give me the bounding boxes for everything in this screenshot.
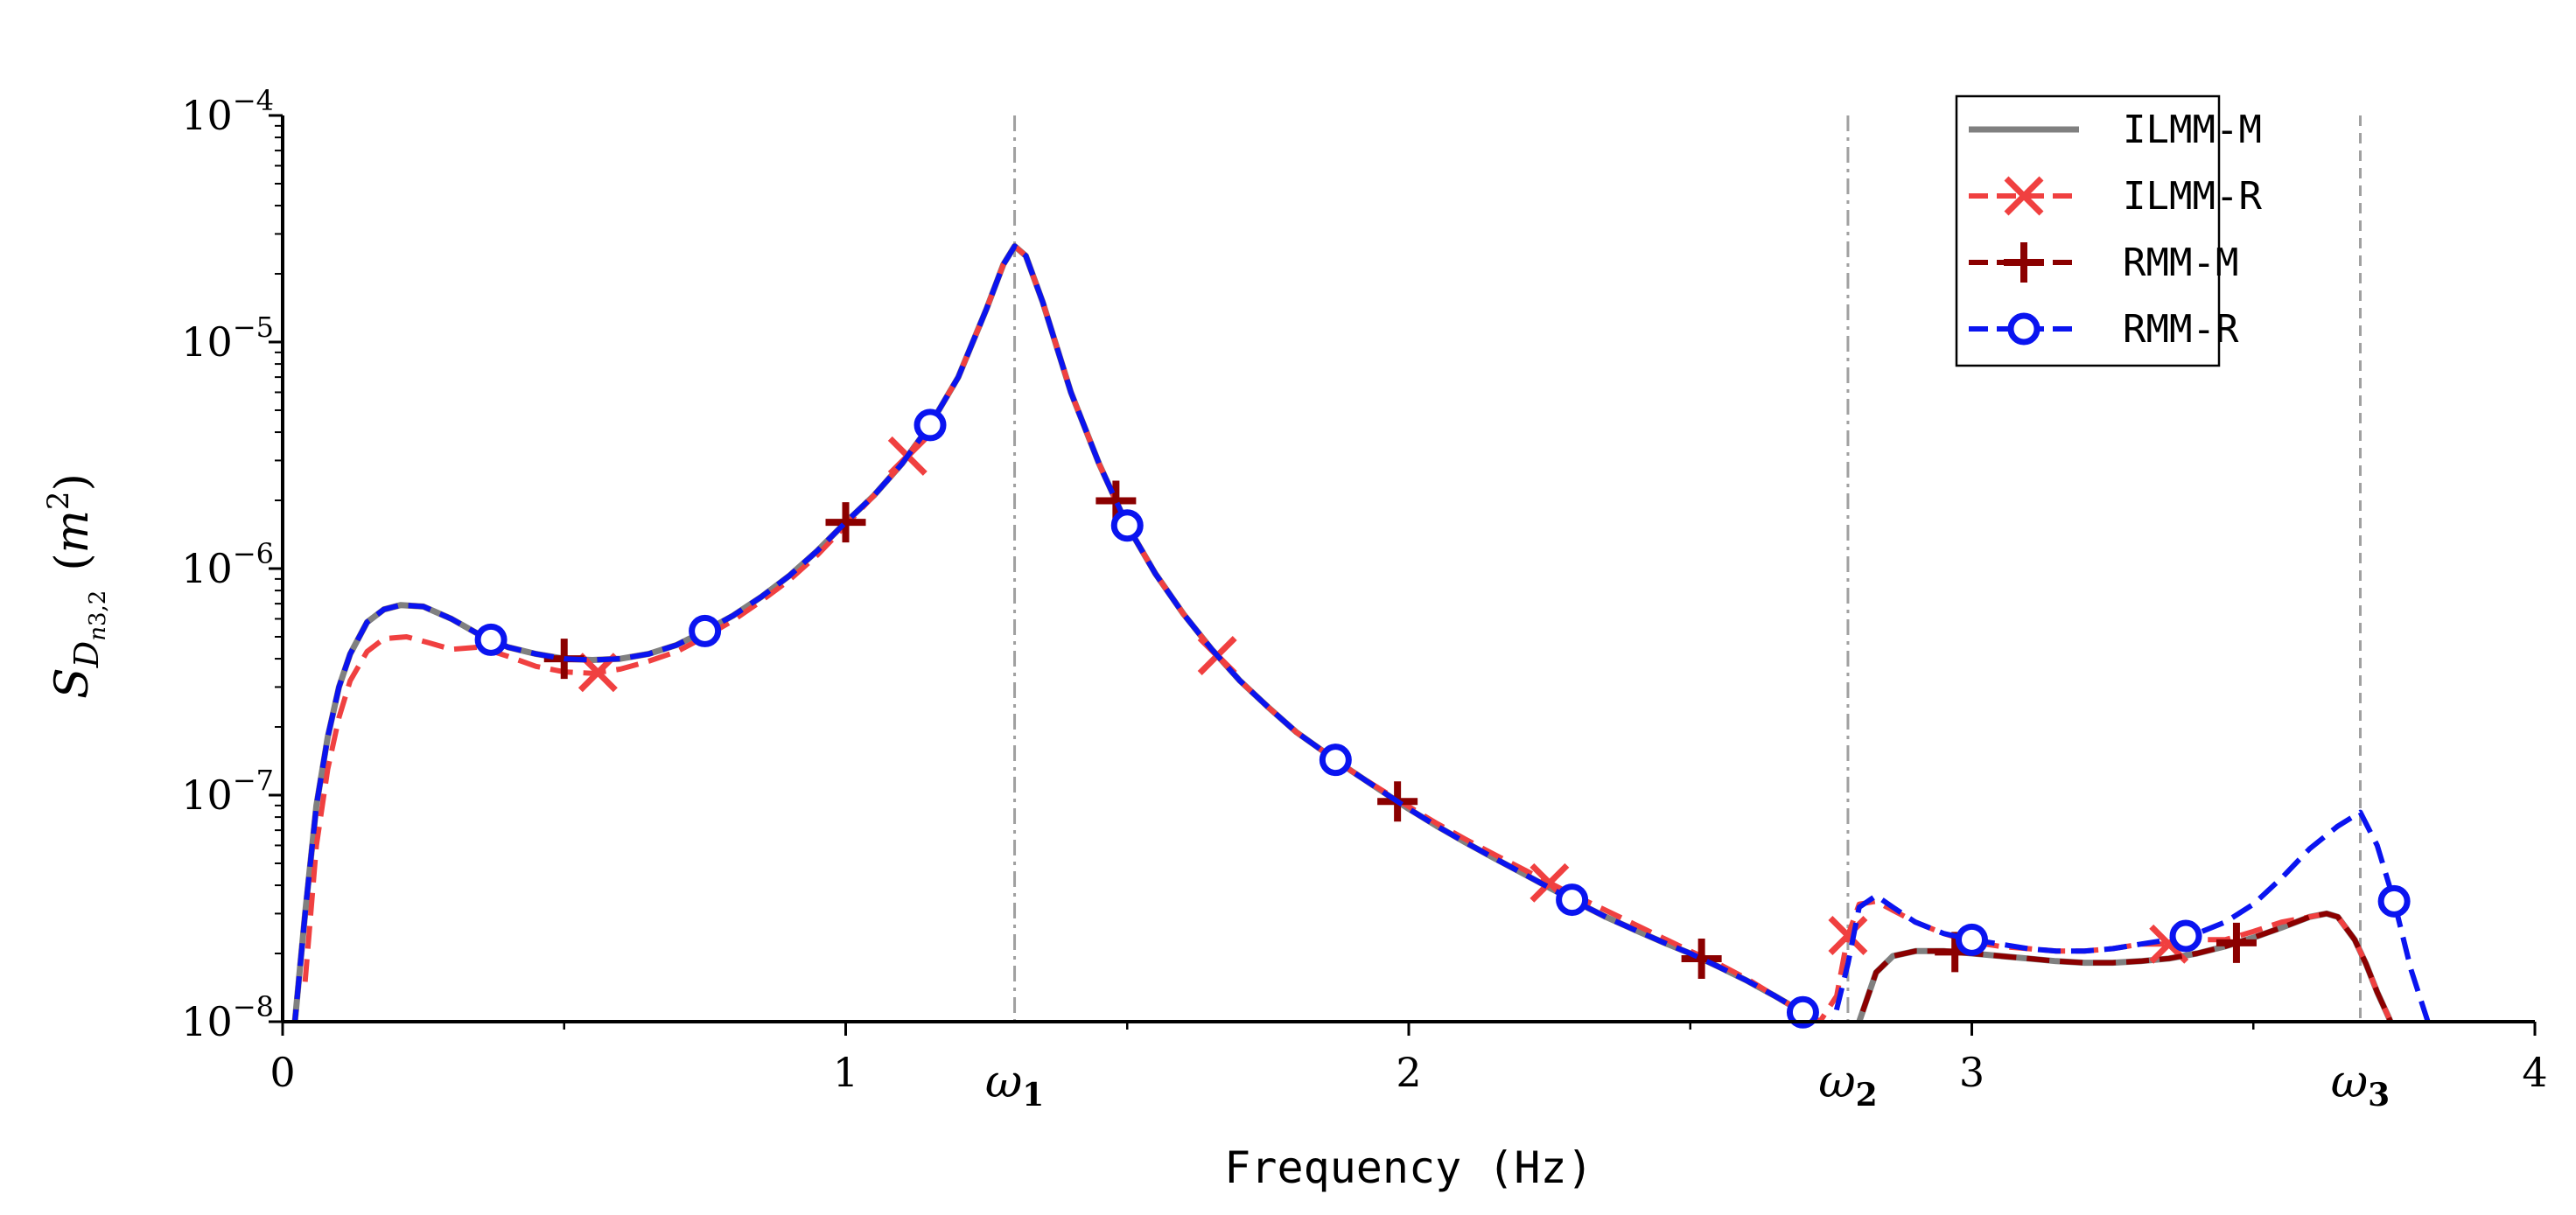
y-tick-label: 10−8: [181, 990, 274, 1045]
legend-marker: [2007, 312, 2040, 346]
y-tick-label: 10−4: [181, 84, 274, 139]
legend-label: RMM-M: [2123, 241, 2238, 285]
ylabel-unit-open: (: [46, 553, 99, 570]
data-point: [825, 502, 866, 543]
data-point: [1681, 939, 1722, 980]
series-markers: [474, 408, 2411, 1029]
ylabel-subsub: n: [85, 626, 111, 641]
y-tick-label: 10−6: [181, 537, 274, 592]
legend-marker: [2004, 242, 2044, 283]
series-rmm-r: [292, 243, 2431, 1022]
y-tick-label: 10−5: [181, 311, 274, 366]
legend-label: ILMM-R: [2123, 174, 2262, 219]
data-point: [2377, 884, 2411, 918]
omega-label: ω1: [985, 1056, 1044, 1114]
x-tick-label: 0: [270, 1049, 295, 1096]
marker-stroke: [2004, 176, 2044, 216]
legend-label: RMM-R: [2123, 307, 2239, 352]
y-tick-label: 10−7: [181, 764, 274, 819]
data-point: [1556, 883, 1589, 917]
data-point: [2169, 919, 2202, 953]
legend-entry: ILMM-R: [1969, 174, 2262, 219]
marker-stroke: [1530, 862, 1570, 903]
omega-label: ω2: [1818, 1056, 1877, 1114]
ylabel-sub: D: [67, 641, 106, 668]
ylabel-subsubsub: 3,2: [85, 590, 111, 626]
data-point: [474, 623, 508, 656]
ylabel-unit: m: [46, 510, 99, 553]
data-point: [1110, 509, 1144, 542]
ylabel-unit-exp: 2: [41, 491, 76, 510]
reference-lines: [1013, 115, 2362, 1022]
legend-label: ILMM-M: [2123, 108, 2262, 152]
legend-box: [1955, 94, 2221, 367]
data-point: [1828, 916, 1868, 956]
omega-label: ω3: [2331, 1056, 2390, 1114]
legend-marker: [2004, 176, 2044, 216]
x-axis-label: Frequency (Hz): [1224, 1142, 1592, 1193]
data-point: [914, 408, 947, 442]
series-layer: [291, 242, 2431, 1029]
x-tick-label: 2: [1396, 1049, 1421, 1096]
legend-entry: ILMM-M: [1969, 108, 2262, 152]
data-point: [1956, 923, 1988, 956]
ticks: 0 1 2 3 4 10−8 10−7 10−6 10−5 10−4 ω1 ω2 ω3: [181, 84, 2547, 1114]
data-point: [689, 614, 722, 647]
legend-entry: RMM-R: [1969, 307, 2239, 352]
series-markers: [578, 436, 2189, 964]
legend-entry: RMM-M: [1969, 241, 2238, 285]
x-tick-label: 4: [2522, 1049, 2547, 1096]
series-markers: [543, 480, 2257, 980]
ylabel-unit-close: ): [46, 473, 99, 491]
data-point: [1319, 744, 1352, 777]
ylabel-symbol: S: [46, 667, 99, 699]
x-tick-label: 1: [833, 1049, 858, 1096]
x-tick-label: 3: [1959, 1049, 1984, 1096]
y-axis-label: SDn3,2 (m2): [41, 473, 111, 699]
legend: ILMM-M ILMM-R RMM-M RMM-R: [1955, 94, 2262, 367]
marker-stroke: [1828, 916, 1868, 956]
svg-text:SDn3,2(m2): SDn3,2 (m2): [41, 473, 111, 699]
series-line: [292, 243, 2431, 1022]
data-point: [2216, 922, 2257, 963]
data-point: [1786, 995, 1819, 1029]
